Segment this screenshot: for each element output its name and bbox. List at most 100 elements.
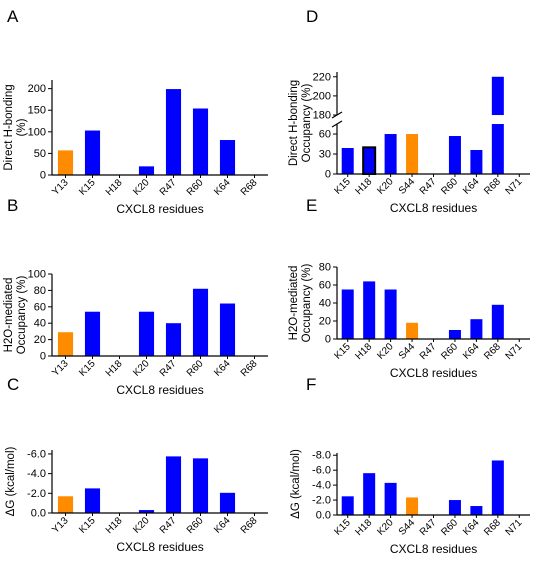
x-tick-label: K15 (77, 177, 98, 198)
bar-k20 (138, 510, 155, 513)
y-axis-label: Occupancy (%) (301, 264, 313, 343)
bar-s44 (406, 497, 419, 515)
x-tick-label: R68 (482, 341, 503, 362)
bar-k64 (219, 492, 236, 513)
x-tick-label: K64 (461, 517, 482, 538)
y-tick-label: 0.0 (31, 508, 46, 520)
x-tick-label: K64 (212, 358, 233, 379)
y-tick-label: -8.0 (312, 450, 331, 462)
bar-r60 (448, 136, 461, 174)
x-tick-label: K15 (332, 341, 353, 362)
x-tick-label: K15 (332, 176, 353, 197)
y-tick-label: 200 (313, 90, 331, 102)
x-tick-label: R60 (185, 358, 206, 379)
bar-r68 (491, 124, 504, 174)
x-tick-label: K64 (461, 341, 482, 362)
y-tick-label: 150 (28, 105, 46, 117)
bar-k15 (84, 311, 101, 356)
x-tick-label: N71 (504, 341, 525, 362)
x-tick-label: R60 (439, 341, 460, 362)
x-tick-label: H18 (104, 358, 125, 379)
x-tick-label: R60 (185, 177, 206, 198)
bar-r60 (192, 458, 209, 513)
y-axis-label: Direct H-bonding (288, 80, 300, 166)
x-axis-label: CXCL8 residues (116, 540, 203, 554)
bar-h18 (363, 281, 376, 339)
y-axis-label: H2O-mediated (288, 266, 300, 341)
y-axis-label: Occupancy (%) (16, 276, 28, 355)
bar-k15 (341, 289, 354, 339)
x-tick-label: Y13 (50, 177, 71, 198)
panel-d: D 0 30 60 180 200 220 K15 H18 K20 S44 R47 R60 K64 R68 N… (288, 7, 530, 215)
y-tick-label: -6.0 (27, 448, 46, 460)
bar-k20 (384, 289, 397, 339)
bar-r47 (165, 323, 182, 356)
panel-b: B 0 20 40 60 80 100 Y13 K15 H18 K20 R47 R60 K64 R68 CXC… (3, 196, 268, 397)
bar-k20 (384, 134, 397, 174)
x-tick-label: H18 (104, 177, 125, 198)
y-tick-label: -2.0 (312, 495, 331, 507)
y-tick-label: 50 (34, 148, 46, 160)
x-tick-label: H18 (104, 515, 125, 536)
bar-s44 (406, 134, 419, 174)
x-tick-label: N71 (504, 176, 525, 197)
bar-k15 (341, 496, 354, 515)
y-tick-label: 80 (319, 262, 331, 274)
y-axis-label: ΔG (kcal/mol) (5, 447, 17, 517)
y-axis-label: Occupancy (%) (301, 84, 313, 163)
x-tick-label: K64 (212, 177, 233, 198)
y-tick-label: -4.0 (312, 480, 331, 492)
x-tick-label: H18 (354, 517, 375, 538)
x-tick-label: K20 (131, 358, 152, 379)
bar-r60 (192, 108, 209, 175)
panel-a: A 0 50 100 150 200 Y13 K15 H18 K20 R47 R60 K64 R68 CXC… (3, 7, 268, 216)
y-tick-label: -2.0 (27, 488, 46, 500)
panel-label: E (306, 196, 317, 215)
x-tick-label: R60 (185, 515, 206, 536)
y-tick-label: 30 (319, 149, 331, 161)
x-tick-label: H18 (354, 176, 375, 197)
y-tick-label: 20 (34, 334, 46, 346)
y-tick-label: 0 (40, 170, 46, 182)
bar-r68-upper (491, 76, 504, 116)
x-tick-label: R47 (418, 341, 439, 362)
bar-k20 (384, 482, 397, 515)
y-tick-label: 60 (319, 129, 331, 141)
x-tick-label: K20 (131, 177, 152, 198)
bar-k15 (84, 488, 101, 513)
x-tick-label: K64 (212, 515, 233, 536)
panel-label: C (7, 375, 19, 394)
bar-r60 (192, 288, 209, 356)
x-tick-label: H18 (354, 341, 375, 362)
x-tick-label: R68 (239, 177, 260, 198)
y-tick-label: 220 (313, 71, 331, 83)
bar-r47 (165, 456, 182, 513)
x-tick-label: R47 (158, 177, 179, 198)
bar-h18 (362, 146, 377, 175)
y-tick-label: 100 (28, 269, 46, 281)
x-tick-label: R60 (439, 517, 460, 538)
x-axis-label: CXCL8 residues (116, 202, 203, 216)
bar-s44 (406, 322, 419, 339)
x-axis-label: CXCL8 residues (390, 201, 477, 215)
bar-k64 (470, 506, 483, 515)
x-axis-label: CXCL8 residues (390, 366, 477, 380)
x-tick-label: K20 (131, 515, 152, 536)
panel-f: F 0.0 -2.0 -4.0 -6.0 -8.0 K15 H18 K20 S44 R47 R60 K6… (290, 375, 530, 556)
x-tick-label: R60 (439, 176, 460, 197)
x-tick-label: R47 (418, 176, 439, 197)
x-tick-label: R47 (418, 517, 439, 538)
x-tick-label: Y13 (50, 358, 71, 379)
y-axis-label: ΔG (kcal/mol) (290, 449, 302, 519)
y-tick-label: 40 (319, 298, 331, 310)
bar-k64 (219, 140, 236, 175)
x-tick-label: R68 (482, 176, 503, 197)
y-tick-label: 40 (34, 318, 46, 330)
y-tick-label: 180 (313, 110, 331, 122)
x-tick-label: K20 (375, 517, 396, 538)
bar-y13 (57, 332, 74, 356)
y-tick-label: -6.0 (312, 465, 331, 477)
y-tick-label: 100 (28, 126, 46, 138)
x-tick-label: K20 (375, 341, 396, 362)
